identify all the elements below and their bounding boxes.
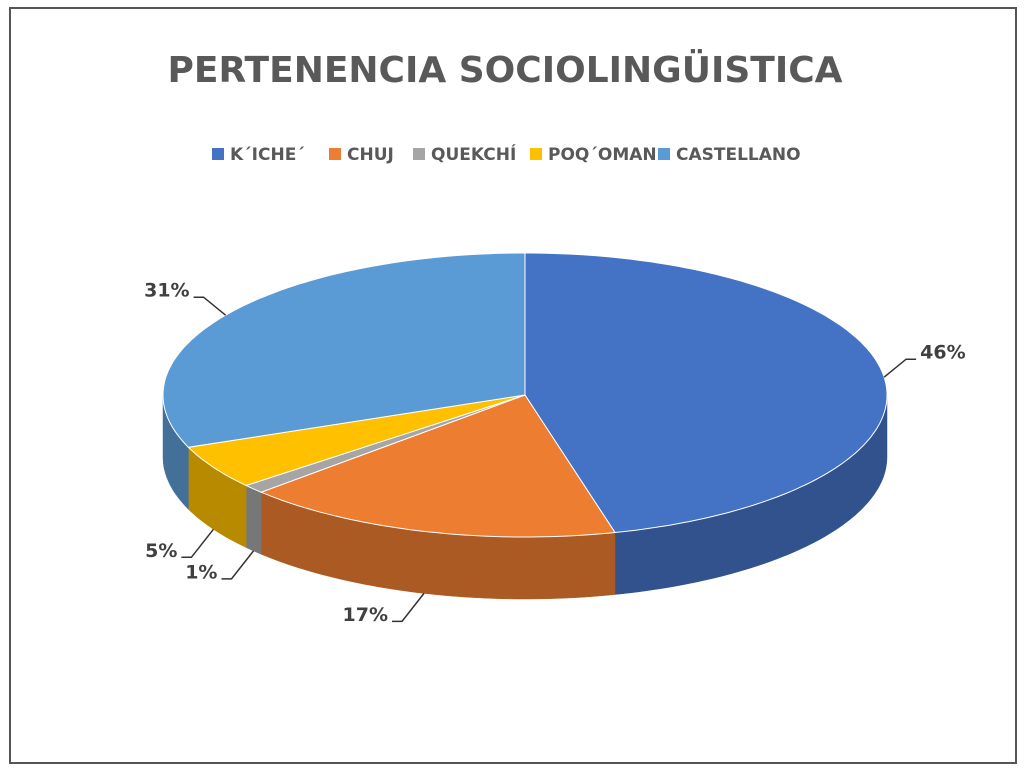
legend-swatch	[329, 148, 341, 160]
data-label: 5%	[145, 540, 177, 562]
leader-line	[221, 550, 255, 580]
data-label: 1%	[185, 561, 217, 583]
legend: K´ICHE´ CHUJ QUEKCHÍ POQ´OMAN CASTELLANO	[212, 143, 801, 165]
legend-swatch	[658, 148, 670, 160]
legend-swatch	[212, 148, 224, 160]
leader-line	[883, 358, 917, 378]
legend-swatch	[413, 148, 425, 160]
pie-slice	[187, 394, 526, 487]
chart-title: PERTENENCIA SOCIOLINGÜISTICA	[167, 49, 842, 91]
data-label: 46%	[920, 342, 965, 364]
leader-line	[392, 592, 425, 623]
legend-label: CHUJ	[347, 145, 394, 165]
leader-line	[181, 528, 214, 559]
data-label: 17%	[343, 604, 388, 626]
data-label: 31%	[144, 280, 189, 302]
pie-slice	[259, 394, 616, 538]
legend-swatch	[530, 148, 542, 160]
pie-wall	[245, 485, 262, 555]
legend-label: POQ´OMAN	[548, 145, 657, 165]
pie: 46% 17% 1% 5% 31%	[144, 252, 966, 626]
leader-line	[193, 296, 227, 316]
legend-label: CASTELLANO	[676, 145, 801, 165]
legend-label: QUEKCHÍ	[431, 143, 516, 165]
legend-label: K´ICHE´	[230, 145, 305, 165]
